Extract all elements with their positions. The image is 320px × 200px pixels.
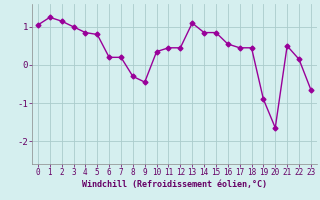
X-axis label: Windchill (Refroidissement éolien,°C): Windchill (Refroidissement éolien,°C)	[82, 180, 267, 189]
